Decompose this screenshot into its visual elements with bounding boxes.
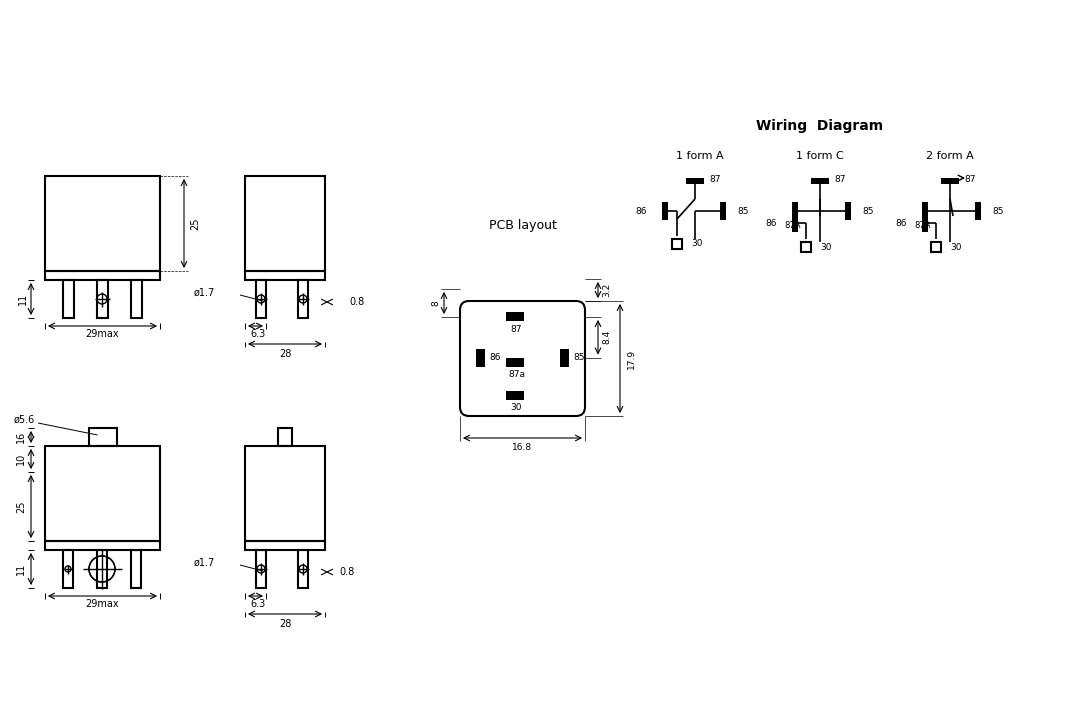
Bar: [63, 280, 74, 318]
Text: 11: 11: [18, 293, 28, 305]
Bar: [278, 428, 292, 446]
Bar: [801, 242, 811, 252]
Text: 1 form A: 1 form A: [676, 151, 723, 161]
Text: 87A: 87A: [785, 221, 801, 229]
Bar: [131, 550, 141, 588]
Bar: [256, 550, 266, 588]
Bar: [245, 446, 325, 541]
Text: 86: 86: [896, 219, 906, 228]
Bar: [922, 202, 928, 220]
Text: 87: 87: [964, 175, 976, 184]
Bar: [89, 428, 117, 446]
Bar: [45, 541, 160, 550]
Bar: [975, 202, 981, 220]
Text: ø5.6: ø5.6: [14, 415, 35, 425]
Text: Wiring  Diagram: Wiring Diagram: [756, 119, 884, 133]
Bar: [477, 348, 485, 367]
Text: 25: 25: [190, 217, 200, 230]
Bar: [45, 271, 160, 280]
Text: PCB layout: PCB layout: [488, 219, 557, 233]
Text: 10: 10: [16, 453, 26, 465]
Text: 87: 87: [834, 175, 846, 184]
Text: 86: 86: [766, 219, 777, 228]
Text: 16.8: 16.8: [512, 444, 533, 453]
Bar: [298, 280, 308, 318]
Bar: [792, 202, 798, 220]
Text: 30: 30: [820, 243, 832, 252]
Text: 87A: 87A: [915, 221, 931, 229]
Bar: [45, 446, 160, 541]
Bar: [671, 239, 682, 249]
Bar: [686, 178, 704, 184]
Bar: [96, 280, 107, 318]
Bar: [811, 178, 828, 184]
Bar: [931, 242, 941, 252]
Text: 87: 87: [511, 325, 522, 334]
Bar: [130, 280, 142, 318]
Text: 6.3: 6.3: [250, 599, 265, 609]
Bar: [256, 280, 266, 318]
Text: 86: 86: [490, 353, 500, 362]
Text: 30: 30: [950, 243, 962, 252]
Text: 87a: 87a: [508, 370, 525, 379]
Text: 0.8: 0.8: [350, 297, 365, 307]
Text: 87: 87: [709, 175, 720, 184]
Bar: [560, 348, 569, 367]
Text: 85: 85: [738, 207, 748, 215]
Text: 85: 85: [862, 207, 874, 215]
Text: 6.3: 6.3: [250, 329, 265, 339]
Bar: [941, 178, 960, 184]
Text: 85: 85: [573, 353, 585, 362]
Bar: [45, 176, 160, 271]
Bar: [245, 271, 325, 280]
Text: 1 form C: 1 form C: [796, 151, 844, 161]
Text: 8: 8: [431, 300, 441, 306]
Bar: [922, 214, 928, 232]
Text: ø1.7: ø1.7: [194, 558, 216, 568]
Text: 8.4: 8.4: [602, 329, 612, 344]
Text: 29max: 29max: [86, 329, 119, 339]
Bar: [845, 202, 851, 220]
Text: 28: 28: [278, 619, 291, 629]
Text: 30: 30: [691, 240, 703, 248]
Bar: [298, 550, 308, 588]
Text: 16: 16: [16, 431, 26, 443]
Bar: [662, 202, 668, 220]
Text: 17.9: 17.9: [626, 348, 636, 369]
Bar: [506, 358, 523, 367]
Text: 30: 30: [511, 404, 522, 412]
Text: 2 form A: 2 form A: [926, 151, 974, 161]
Text: 28: 28: [278, 349, 291, 359]
Text: ø1.7: ø1.7: [194, 288, 216, 298]
Text: 85: 85: [992, 207, 1004, 215]
Text: 0.8: 0.8: [339, 567, 354, 577]
Bar: [720, 202, 726, 220]
Bar: [245, 176, 325, 271]
Bar: [63, 550, 73, 588]
Bar: [506, 312, 523, 321]
Text: 29max: 29max: [86, 599, 119, 609]
Text: 25: 25: [16, 501, 26, 512]
Text: 11: 11: [16, 563, 26, 575]
Text: 86: 86: [636, 207, 647, 215]
Bar: [97, 550, 107, 588]
Bar: [792, 214, 798, 232]
Bar: [245, 541, 325, 550]
Text: 3.2: 3.2: [602, 283, 612, 297]
Bar: [506, 391, 523, 400]
